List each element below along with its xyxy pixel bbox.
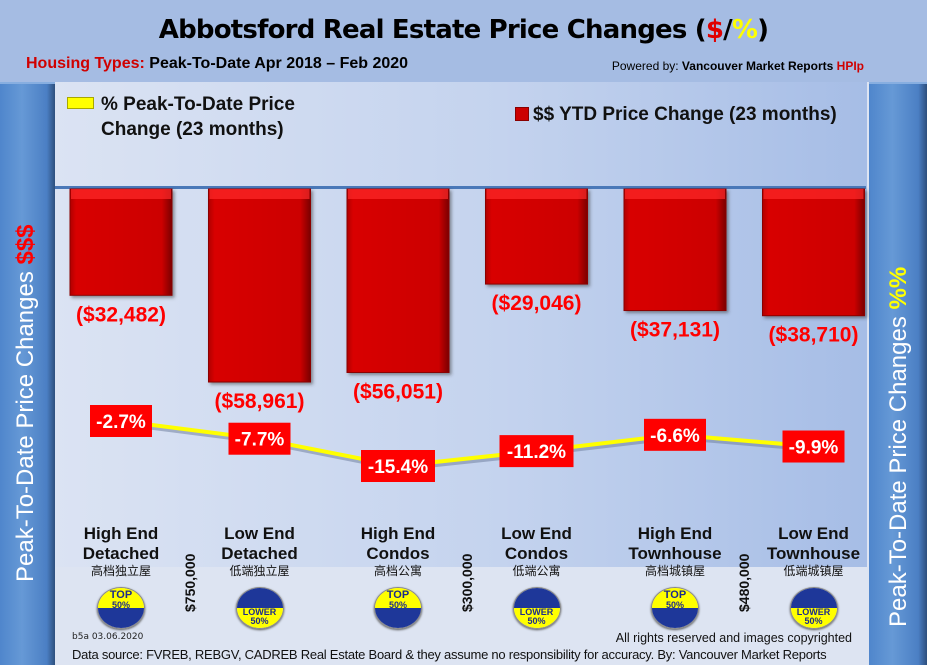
copyright-notice: All rights reserved and images copyright… [615,631,852,645]
badge-line1: LOWER [796,607,831,617]
pct-point-2 [361,450,435,482]
category-line2: Condos [504,544,569,563]
category-line1: High End [637,524,713,543]
bar-bevel-4 [625,189,725,199]
top-50-badge-icon: TOP 50% [651,587,699,629]
bar-2 [346,188,450,373]
bar-1 [208,188,311,383]
legend-swatch-yellow [67,97,94,109]
bar-bevel-2 [348,189,448,199]
legend-dollar-text: $$ YTD Price Change (23 months) [533,104,837,125]
bar-bevel-3 [486,189,587,199]
legend-dollar-bar: $$ YTD Price Change (23 months) [515,103,837,127]
lower-50-badge-icon: LOWER 50% [512,587,561,629]
category-line1: Low End [778,524,849,543]
badge-line2: 50% [250,616,269,626]
top-50-badge-icon: TOP 50% [97,587,145,629]
top-50-badge-icon: TOP 50% [374,587,422,629]
badge-line2: 50% [804,616,823,626]
bar-value-label-4: ($37,131) [630,319,720,342]
category-line1: High End [360,524,436,543]
lower-50-badge-icon: LOWER 50% [235,587,284,629]
pct-value-label-1: -7.7% [235,430,285,451]
pct-point-3 [499,435,574,468]
category-chinese: 低端公寓 [512,564,561,578]
category-line2: Detached [221,544,298,563]
pct-value-label-4: -6.6% [650,426,700,447]
badge-line1: LOWER [519,607,554,617]
bar-3 [485,188,588,285]
badge-line1: LOWER [242,607,277,617]
pct-line [120,419,814,469]
pct-line-shadow [121,422,815,472]
bar-value-label-3: ($29,046) [492,292,582,315]
bar-value-label-2: ($56,051) [353,380,443,403]
price-threshold-0: $750,000 [182,553,199,612]
legend-pct-text-1: % Peak-To-Date Price [101,94,295,115]
category-label-5: Low End Townhouse 低端城镇屋 [760,524,868,579]
chart-panel [55,82,867,567]
category-line1: Low End [224,524,295,543]
price-threshold-1: $300,000 [459,553,476,612]
pct-point-5 [782,430,845,463]
bar-value-label-5: ($38,710) [769,324,859,347]
bar-4 [623,188,727,312]
chart-title: Abbotsford Real Estate Price Changes ($/… [158,15,769,45]
category-chinese: 高档独立屋 [90,564,151,578]
bar-bevel-0 [71,189,171,199]
bar-bevel-1 [209,189,310,199]
badge-line1: TOP [663,589,687,601]
pct-point-4 [644,418,706,451]
pct-value-label-0: -2.7% [96,412,146,433]
category-line2: Detached [82,544,160,563]
zero-baseline [55,186,866,189]
lower-50-badge-icon: LOWER 50% [789,587,838,629]
legend-pct-text-2: Change (23 months) [101,119,284,140]
badge-line2: 50% [111,600,130,610]
chart-subtitle: Housing Types: Peak-To-Date Apr 2018 – F… [26,55,409,72]
pct-point-0 [90,405,152,437]
category-label-3: Low End Condos 低端公寓 [483,524,591,579]
badge-line2: 50% [388,600,407,610]
pct-value-label-3: -11.2% [507,442,566,463]
category-chinese: 高档城镇屋 [644,564,705,578]
badge-line2: 50% [527,616,546,626]
pct-value-label-2: -15.4% [368,457,428,478]
bar-5 [762,188,865,317]
bar-0 [69,188,173,296]
category-label-2: High End Condos 高档公寓 [344,524,452,579]
category-chinese: 低端独立屋 [229,564,290,578]
badge-line1: TOP [386,589,410,601]
category-label-1: Low End Detached 低端独立屋 [206,524,314,579]
powered-by: Powered by: Vancouver Market Reports HPI… [611,59,864,73]
badge-line1: TOP [109,589,133,601]
bar-value-label-0: ($32,482) [76,303,166,326]
category-chinese: 低端城镇屋 [783,564,844,578]
data-source: Data source: FVREB, REBGV, CADREB Real E… [72,647,827,662]
right-axis-panel: Peak-To-Date Price Changes %% [869,82,927,665]
category-label-4: High End Townhouse 高档城镇屋 [621,524,729,579]
pct-point-1 [228,422,291,455]
category-line2: Townhouse [628,544,722,563]
bar-value-label-1: ($58,961) [215,390,305,413]
category-line2: Condos [366,544,430,563]
price-threshold-2: $480,000 [736,553,753,612]
badge-line2: 50% [665,600,684,610]
left-axis-panel: Peak-To-Date Price Changes $$$ [0,82,55,665]
category-line1: Low End [501,524,572,543]
category-line1: High End [83,524,159,543]
category-chinese: 高档公寓 [373,564,422,578]
version-date: b5a 03.06.2020 [72,632,144,642]
legend-pct-line: % Peak-To-Date Price Change (23 months) [67,92,347,142]
bar-bevel-5 [763,189,864,199]
legend-swatch-red [515,107,529,121]
pct-value-label-5: -9.9% [789,438,839,459]
category-label-0: High End Detached 高档独立屋 [67,524,175,579]
category-line2: Townhouse [766,544,861,563]
